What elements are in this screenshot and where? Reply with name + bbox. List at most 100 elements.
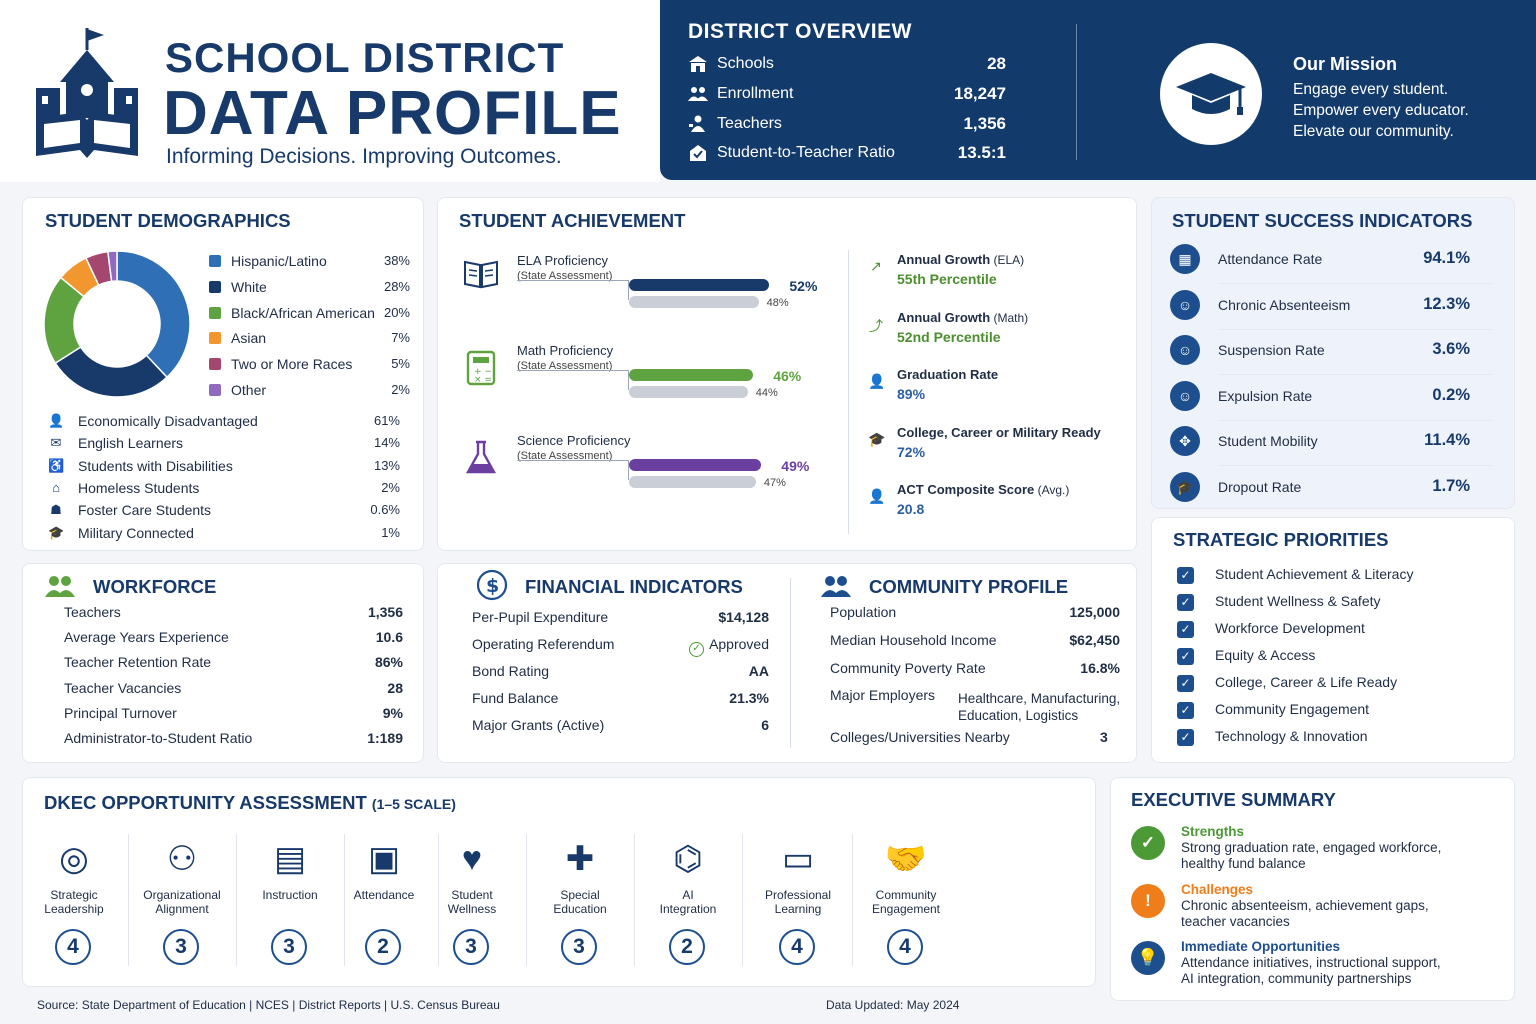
success-label: Suspension Rate — [1218, 342, 1325, 359]
mission-line: Elevate our community. — [1293, 123, 1454, 140]
legend-label: Black/African American — [231, 304, 375, 321]
demographic-group-label: Economically Disadvantaged — [78, 413, 258, 429]
community-label: Median Household Income — [830, 632, 997, 648]
overview-row-ratio: Student-to-Teacher Ratio 13.5:1 — [688, 142, 1006, 166]
teacher-icon — [688, 115, 708, 133]
executive-summary-card: EXECUTIVE SUMMARY ✓ Strengths Strong gradu… — [1110, 777, 1515, 1001]
demographic-group-percent: 0.6% — [370, 502, 400, 518]
opportunity-scale: (1–5 SCALE) — [371, 796, 456, 812]
opportunity-label-line: Instruction — [262, 888, 318, 902]
metric-label-main: College, Career or Military Ready — [897, 424, 1101, 440]
opportunity-label: Special Education — [526, 888, 634, 916]
opportunity-label-line: AI — [682, 888, 694, 902]
financial-row: Operating Referendum ✓ Approved — [472, 636, 769, 657]
state-bar — [629, 296, 759, 308]
opportunity-label-line: Special — [560, 888, 600, 902]
opportunity-title-text: DKEC OPPORTUNITY ASSESSMENT — [44, 792, 367, 813]
opportunity-divider — [236, 834, 237, 966]
community-title: COMMUNITY PROFILE — [869, 576, 1069, 597]
opportunity-item: ▭ Professional Learning 4 — [744, 832, 852, 972]
community-value: 125,000 — [1069, 604, 1120, 620]
metric-value: 20.8 — [897, 501, 925, 517]
dollar-circle-icon: $ — [476, 569, 508, 601]
demographic-group-label: Foster Care Students — [78, 502, 212, 519]
row-divider — [1218, 374, 1492, 376]
school-book-logo-icon — [36, 28, 138, 158]
opportunity-label-line: Attendance — [353, 888, 415, 902]
financial-value-text: Approved — [709, 636, 769, 652]
opportunity-label-line: Wellness — [447, 902, 497, 916]
district-bar-label: 46% — [773, 368, 802, 384]
opportunity-score: 4 — [55, 929, 91, 965]
legend-label: Hispanic/Latino — [231, 253, 327, 269]
demographics-title: STUDENT DEMOGRAPHICS — [45, 210, 291, 231]
bar-connector — [628, 460, 629, 480]
community-value: $62,450 — [1069, 632, 1120, 648]
success-label: Dropout Rate — [1218, 479, 1302, 495]
donut-slice — [107, 250, 118, 283]
opportunity-divider — [526, 834, 527, 966]
success-value: 3.6% — [1432, 340, 1470, 359]
opportunity-label-line: Student — [451, 888, 493, 902]
cap-icon: 🎓 — [868, 430, 886, 447]
metric-label-main: Annual Growth — [897, 309, 991, 325]
summary-heading: Strengths — [1181, 824, 1245, 839]
opportunity-divider — [344, 834, 345, 966]
opportunity-label: Organizational Alignment — [128, 888, 236, 916]
opportunity-item: ♥ Student Wellness 3 — [418, 832, 526, 972]
community-label: Population — [830, 604, 897, 620]
checkbox-checked-icon: ✓ — [1177, 702, 1194, 719]
chat-icon: ✉ — [50, 435, 62, 451]
user-badge-icon: ☺ — [1170, 335, 1200, 366]
subject-subtitle: (State Assessment) — [517, 360, 613, 372]
page-title-line2: DATA PROFILE — [163, 79, 622, 148]
opportunity-score: 2 — [669, 929, 705, 965]
workforce-title: WORKFORCE — [93, 576, 217, 597]
financial-value: $14,128 — [718, 609, 769, 625]
family-icon: ☗ — [50, 502, 62, 518]
legend-percent: 20% — [383, 304, 410, 320]
bar-connector — [517, 280, 629, 281]
success-label: Chronic Absenteeism — [1218, 296, 1351, 313]
priorities-title: STRATEGIC PRIORITIES — [1173, 529, 1389, 550]
overview-row-enrollment: Enrollment 18,247 — [688, 83, 1006, 107]
overview-row-schools: Schools 28 — [688, 53, 1006, 77]
district-bar — [629, 369, 754, 381]
overview-row-teachers: Teachers 1,356 — [688, 113, 1006, 137]
user-badge-icon: ☺ — [1170, 289, 1200, 320]
community-employers-value: Education, Logistics — [958, 708, 1079, 723]
workforce-label: Principal Turnover — [64, 704, 177, 721]
opportunity-divider — [634, 834, 635, 966]
legend-label: Other — [231, 382, 267, 398]
footer-source: Source: State Department of Education | … — [37, 998, 500, 1012]
legend-percent: 5% — [391, 356, 410, 372]
workforce-value: 9% — [382, 704, 403, 721]
workforce-value: 1:189 — [367, 730, 403, 746]
opportunity-item: ✚ Special Education 3 — [526, 832, 634, 972]
demographic-group-percent: 61% — [373, 413, 400, 428]
demographic-group-label: English Learners — [78, 435, 184, 452]
metric-label: Annual Growth (Math) — [897, 310, 1028, 325]
opportunity-score: 4 — [887, 929, 923, 965]
bar-connector — [628, 370, 629, 390]
demographics-donut-chart — [43, 250, 191, 398]
success-value: 94.1% — [1423, 249, 1470, 267]
financial-label: Per-Pupil Expenditure — [472, 609, 609, 625]
workforce-value: 28 — [387, 679, 403, 696]
summary-heading: Immediate Opportunities — [1181, 939, 1341, 954]
workforce-row: Teacher Vacancies 28 — [64, 680, 403, 696]
district-bar-label: 52% — [789, 278, 818, 294]
opportunity-label: Community Engagement — [852, 888, 960, 916]
summary-text: teacher vacancies — [1181, 913, 1290, 929]
community-employers-value: Healthcare, Manufacturing, — [958, 691, 1121, 706]
demographic-group-label: Students with Disabilities — [78, 457, 233, 474]
bar-connector — [517, 460, 629, 461]
page-title-line1: SCHOOL DISTRICT — [165, 34, 565, 81]
demographic-group-label: Homeless Students — [78, 479, 200, 496]
opportunity-score: 2 — [365, 929, 401, 965]
success-value: 11.4% — [1424, 431, 1470, 450]
community-colleges-value: 3 — [1100, 729, 1108, 745]
opportunity-score: 3 — [453, 929, 489, 965]
metric-label-main: ACT Composite Score — [897, 482, 1035, 497]
bar-connector — [517, 370, 629, 371]
